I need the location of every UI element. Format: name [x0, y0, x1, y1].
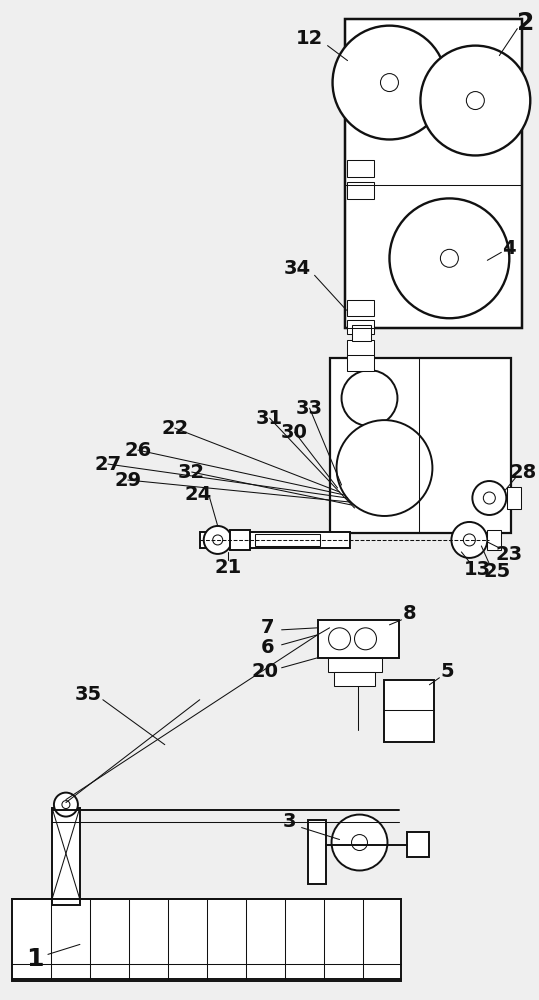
Text: 6: 6: [261, 638, 274, 657]
Text: 12: 12: [296, 29, 323, 48]
Bar: [200, 532, 349, 548]
Text: 30: 30: [281, 423, 308, 442]
Bar: [52, 808, 80, 905]
Circle shape: [342, 370, 397, 426]
Text: 33: 33: [296, 399, 323, 418]
Bar: [328, 658, 383, 672]
Bar: [344, 19, 522, 328]
Text: 2: 2: [516, 11, 534, 35]
Text: 22: 22: [161, 419, 189, 438]
Circle shape: [333, 26, 446, 139]
Text: 29: 29: [114, 471, 141, 490]
Text: 20: 20: [251, 662, 278, 681]
Text: 24: 24: [184, 485, 211, 504]
Text: 21: 21: [214, 558, 241, 577]
Bar: [12, 899, 402, 981]
Circle shape: [420, 46, 530, 155]
Circle shape: [390, 198, 509, 318]
Text: 34: 34: [284, 259, 311, 278]
Bar: [334, 672, 376, 686]
Text: 23: 23: [496, 545, 523, 564]
Circle shape: [472, 481, 506, 515]
Text: 3: 3: [283, 812, 296, 831]
Bar: [347, 320, 375, 334]
Bar: [329, 358, 512, 533]
Text: 35: 35: [74, 685, 101, 704]
Text: 31: 31: [256, 409, 283, 428]
Bar: [351, 325, 371, 341]
Bar: [230, 530, 250, 550]
Circle shape: [54, 793, 78, 817]
Text: 8: 8: [403, 604, 416, 623]
Text: 7: 7: [261, 618, 274, 637]
Bar: [347, 340, 375, 357]
Text: 25: 25: [483, 562, 511, 581]
Bar: [347, 160, 375, 177]
Bar: [407, 832, 430, 857]
Bar: [507, 487, 521, 509]
Bar: [347, 355, 375, 371]
Bar: [487, 530, 501, 550]
Text: 27: 27: [94, 455, 121, 474]
Text: 32: 32: [178, 463, 205, 482]
Text: 5: 5: [440, 662, 454, 681]
Bar: [347, 300, 375, 316]
Circle shape: [204, 526, 232, 554]
Bar: [308, 820, 326, 884]
Bar: [254, 534, 320, 546]
Text: 28: 28: [510, 463, 537, 482]
Circle shape: [451, 522, 487, 558]
Bar: [317, 620, 399, 658]
Circle shape: [336, 420, 432, 516]
Bar: [347, 182, 375, 199]
Text: 26: 26: [124, 441, 151, 460]
Text: 4: 4: [502, 239, 516, 258]
Text: 1: 1: [26, 947, 44, 971]
Circle shape: [331, 815, 388, 870]
Text: 13: 13: [464, 560, 491, 579]
Bar: [384, 680, 434, 742]
